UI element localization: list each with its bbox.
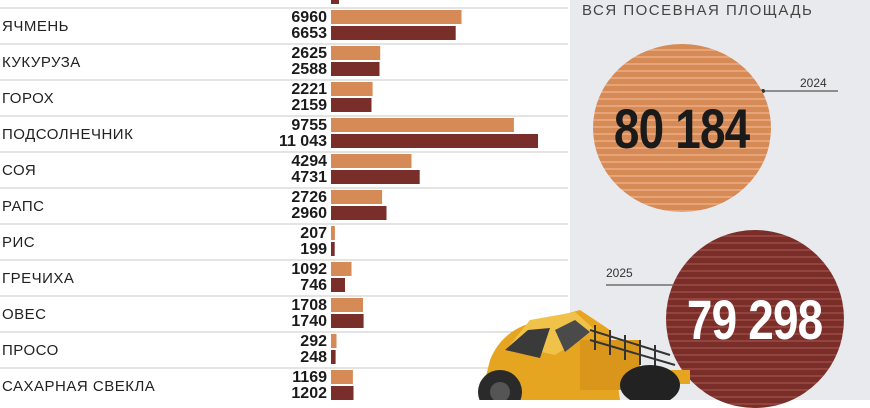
bar-2024 [331,262,352,276]
bar-2024 [331,154,412,168]
year-label-2025: 2025 [606,266,633,280]
bar-2024 [331,118,514,132]
bar-2024 [331,82,373,96]
bar-2025 [331,350,336,364]
crop-area-bar-chart [0,0,568,400]
data-label-2025: 746 [300,277,327,294]
data-label-2025: 2588 [291,61,327,78]
data-label-2025: 1202 [291,385,327,402]
total-2024-circle: 80 184 [593,44,771,212]
data-label-2025: 199 [300,241,327,258]
data-label-2024: 6960 [291,9,327,26]
category-label: ГРЕЧИХА [2,270,75,287]
bar-2025 [331,170,420,184]
bar-2024 [331,10,462,24]
total-area-title: ВСЯ ПОСЕВНАЯ ПЛОЩАДЬ [582,2,814,19]
category-label: КУКУРУЗА [2,54,81,71]
data-label-2024: 292 [300,333,327,350]
bar-cutoff-top [331,0,339,4]
category-label: ЯЧМЕНЬ [2,18,70,35]
total-2025-value: 79 298 [687,287,823,351]
category-label: ОВЕС [2,306,47,323]
category-label: ПРОСО [2,342,59,359]
data-label-2025: 248 [300,349,327,366]
bar-2025 [331,98,372,112]
bar-2025 [331,134,538,148]
bar-2025 [331,62,380,76]
data-label-2024: 207 [300,225,327,242]
bar-2025 [331,314,364,328]
data-label-2024: 2625 [291,45,327,62]
bar-2025 [331,26,456,40]
category-label: РИС [2,234,36,251]
category-label: ПОДСОЛНЕЧНИК [2,126,134,143]
data-label-2024: 1169 [292,369,327,386]
total-2024-value: 80 184 [614,96,750,160]
bar-2024 [331,46,381,60]
bar-2024 [331,190,383,204]
total-2025-circle: 79 298 [666,230,844,408]
data-label-2024: 2221 [291,81,327,98]
data-label-2024: 2726 [291,189,327,206]
data-label-2025: 11 043 [278,133,327,150]
category-label: СОЯ [2,162,37,179]
data-label-2024: 9755 [291,117,327,134]
bar-2024 [331,226,335,240]
data-label-2025: 1740 [291,313,327,330]
bar-2024 [331,334,337,348]
bar-2025 [331,242,335,256]
category-label: РАПС [2,198,45,215]
bar-2025 [331,278,345,292]
harvester-illustration [478,310,690,400]
data-label-2025: 2159 [291,97,327,114]
bar-2024 [331,298,363,312]
category-label: САХАРНАЯ СВЕКЛА [2,378,156,395]
data-label-2024: 4294 [291,153,327,170]
bar-2025 [331,206,387,220]
category-label: ГОРОХ [2,90,55,107]
bar-2025 [331,386,354,400]
data-label-2024: 1708 [291,297,327,314]
year-label-2024: 2024 [800,76,827,90]
bar-2024 [331,370,353,384]
data-label-2025: 2960 [291,205,327,222]
data-label-2025: 4731 [291,169,327,186]
data-label-2024: 1092 [291,261,327,278]
data-label-2025: 6653 [291,25,327,42]
